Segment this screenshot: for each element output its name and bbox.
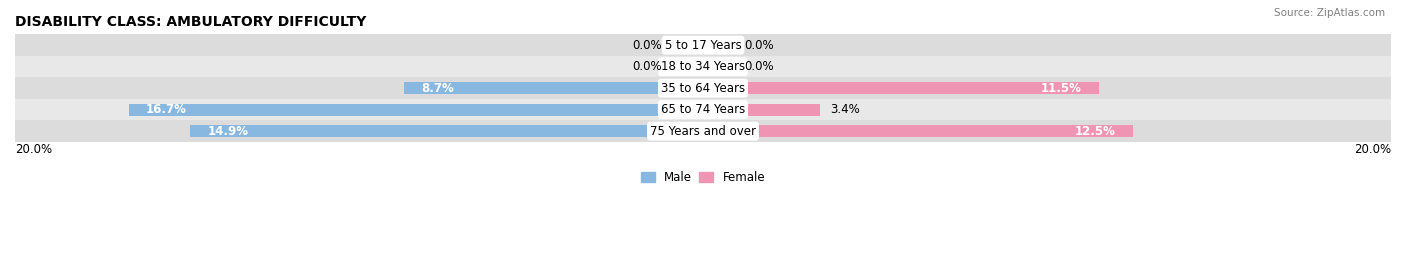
Text: 8.7%: 8.7% [420,82,454,95]
Text: 11.5%: 11.5% [1040,82,1081,95]
Bar [404,82,703,94]
Text: 0.0%: 0.0% [633,39,662,52]
Text: 16.7%: 16.7% [146,103,187,116]
Text: Source: ZipAtlas.com: Source: ZipAtlas.com [1274,8,1385,18]
Legend: Male, Female: Male, Female [641,172,765,184]
Text: 14.9%: 14.9% [208,125,249,138]
Bar [128,104,703,116]
Bar [15,77,1391,99]
Bar [15,56,1391,77]
Bar [15,34,1391,56]
Text: 75 Years and over: 75 Years and over [650,125,756,138]
Text: DISABILITY CLASS: AMBULATORY DIFFICULTY: DISABILITY CLASS: AMBULATORY DIFFICULTY [15,15,367,29]
Bar [703,82,1098,94]
Text: 35 to 64 Years: 35 to 64 Years [661,82,745,95]
Text: 12.5%: 12.5% [1076,125,1116,138]
Bar [15,99,1391,120]
Text: 0.0%: 0.0% [744,60,773,73]
Bar [15,120,1391,142]
Text: 0.0%: 0.0% [633,60,662,73]
Text: 18 to 34 Years: 18 to 34 Years [661,60,745,73]
Text: 65 to 74 Years: 65 to 74 Years [661,103,745,116]
Bar [703,125,1133,137]
Text: 3.4%: 3.4% [831,103,860,116]
Text: 0.0%: 0.0% [744,39,773,52]
Bar [703,104,820,116]
Text: 5 to 17 Years: 5 to 17 Years [665,39,741,52]
Bar [190,125,703,137]
Text: 20.0%: 20.0% [1354,143,1391,156]
Text: 20.0%: 20.0% [15,143,52,156]
